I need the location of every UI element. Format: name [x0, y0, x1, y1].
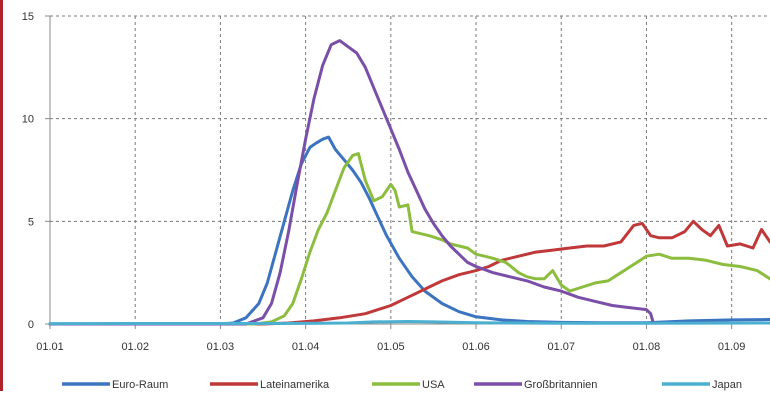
series-line-japan — [48, 320, 770, 326]
y-tick-labels: 0 5 10 15 — [22, 11, 34, 331]
red-border — [0, 0, 3, 391]
legend-label: Euro-Raum — [112, 379, 168, 391]
legend: Euro-Raum Lateinamerika USA Großbritannien J… — [62, 379, 742, 391]
series-line-usa — [48, 152, 770, 326]
x-tick-labels: 01.01 01.02 01.03 01.04 01.05 01.06 01.07 01.08… — [36, 341, 745, 353]
x-tick-label: 01.06 — [462, 341, 490, 353]
x-tick-label: 01.05 — [377, 341, 405, 353]
y-tick-label: 15 — [22, 11, 34, 23]
legend-label: Lateinamerika — [260, 379, 330, 391]
x-tick-label: 01.08 — [633, 341, 661, 353]
x-tick-label: 01.02 — [121, 341, 149, 353]
legend-label: Japan — [712, 379, 742, 391]
series-line-lateinamerika — [48, 219, 770, 326]
series-lines — [48, 39, 770, 326]
y-tick-label: 5 — [28, 216, 34, 228]
legend-entry: Großbritannien — [474, 379, 597, 391]
x-tick-label: 01.03 — [207, 341, 235, 353]
legend-entry: Japan — [662, 379, 742, 391]
legend-entry: USA — [372, 379, 445, 391]
y-tick-label: 10 — [22, 114, 34, 126]
y-tick-label: 0 — [28, 319, 34, 331]
legend-entry: Euro-Raum — [62, 379, 168, 391]
x-tick-label: 01.01 — [36, 341, 64, 353]
series-line-gro-britannien — [48, 39, 655, 326]
grid-lines — [50, 15, 770, 324]
x-tick-label: 01.09 — [718, 341, 746, 353]
x-tick-label: 01.07 — [547, 341, 575, 353]
legend-label: Großbritannien — [524, 379, 597, 391]
x-tick-label: 01.04 — [292, 341, 320, 353]
legend-entry: Lateinamerika — [210, 379, 330, 391]
legend-label: USA — [422, 379, 445, 391]
